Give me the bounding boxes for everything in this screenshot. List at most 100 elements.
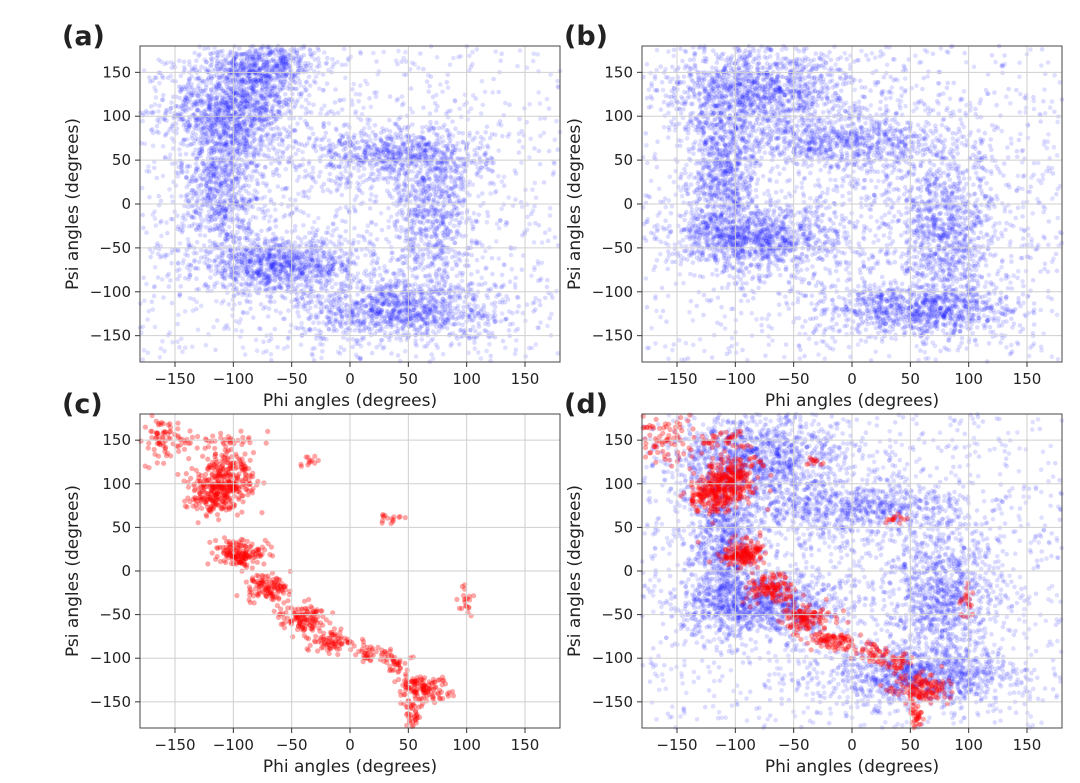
point-blue: [298, 46, 303, 51]
point-blue: [197, 260, 202, 265]
point-blue: [271, 109, 276, 114]
point-blue: [304, 98, 309, 103]
point-blue: [472, 303, 477, 308]
point-blue: [453, 126, 458, 131]
point-blue: [319, 245, 324, 250]
point-blue: [152, 166, 157, 171]
point-blue: [185, 248, 190, 253]
point-blue: [413, 199, 418, 204]
point-blue: [468, 328, 473, 333]
point-blue: [384, 135, 389, 140]
point-blue: [157, 104, 162, 109]
point-blue: [298, 60, 303, 65]
point-blue: [274, 218, 279, 223]
point-blue: [420, 215, 425, 220]
point-blue: [445, 80, 450, 85]
point-blue: [222, 201, 227, 206]
point-blue: [218, 59, 223, 64]
point-blue: [266, 45, 271, 50]
point-blue: [419, 152, 424, 157]
point-blue: [196, 266, 201, 271]
point-blue: [389, 351, 394, 356]
point-blue: [223, 58, 228, 63]
point-blue: [177, 267, 182, 272]
point-blue: [241, 186, 246, 191]
point-blue: [429, 235, 434, 240]
point-blue: [455, 231, 460, 236]
point-blue: [442, 180, 447, 185]
point-blue: [206, 115, 211, 120]
point-blue: [315, 46, 320, 51]
point-blue: [402, 142, 407, 147]
point-blue: [282, 275, 287, 280]
point-blue: [168, 278, 173, 283]
point-blue: [339, 160, 344, 165]
point-blue: [386, 225, 391, 230]
point-blue: [207, 148, 212, 153]
point-blue: [375, 237, 380, 242]
point-blue: [242, 197, 247, 202]
point-blue: [285, 229, 290, 234]
point-blue: [293, 129, 298, 134]
point-blue: [421, 253, 426, 258]
point-blue: [293, 224, 298, 229]
point-blue: [198, 174, 203, 179]
point-blue: [295, 98, 300, 103]
point-blue: [483, 130, 488, 135]
point-blue: [470, 253, 475, 258]
point-blue: [147, 75, 152, 80]
point-blue: [275, 102, 280, 107]
point-blue: [295, 122, 300, 127]
point-blue: [242, 66, 247, 71]
point-blue: [418, 227, 423, 232]
point-blue: [235, 213, 240, 218]
point-blue: [537, 149, 542, 154]
point-blue: [199, 255, 204, 260]
point-blue: [286, 248, 291, 253]
point-blue: [430, 168, 435, 173]
point-blue: [206, 160, 211, 165]
point-blue: [409, 192, 414, 197]
point-blue: [194, 59, 199, 64]
point-blue: [420, 337, 425, 342]
point-blue: [208, 275, 213, 280]
point-blue: [149, 104, 154, 109]
point-blue: [317, 174, 322, 179]
point-blue: [169, 106, 174, 111]
point-blue: [344, 156, 349, 161]
point-blue: [249, 124, 254, 129]
point-blue: [268, 254, 273, 259]
point-blue: [175, 213, 180, 218]
point-blue: [157, 194, 162, 199]
point-blue: [434, 280, 439, 285]
point-blue: [434, 234, 439, 239]
point-blue: [311, 260, 316, 265]
point-blue: [240, 292, 245, 297]
point-blue: [195, 118, 200, 123]
point-blue: [154, 75, 159, 80]
point-blue: [272, 242, 277, 247]
point-blue: [300, 163, 305, 168]
point-blue: [356, 168, 361, 173]
point-blue: [480, 191, 485, 196]
point-blue: [462, 300, 467, 305]
point-blue: [244, 249, 249, 254]
point-blue: [206, 98, 211, 103]
point-blue: [430, 160, 435, 165]
point-blue: [389, 138, 394, 143]
point-blue: [259, 229, 264, 234]
point-blue: [387, 118, 392, 123]
point-blue: [230, 79, 235, 84]
point-blue: [220, 208, 225, 213]
point-blue: [253, 137, 258, 142]
point-blue: [293, 241, 298, 246]
point-blue: [204, 119, 209, 124]
point-blue: [367, 134, 372, 139]
point-blue: [305, 249, 310, 254]
point-blue: [460, 140, 465, 145]
point-blue: [258, 127, 263, 132]
point-blue: [477, 155, 482, 160]
point-blue: [371, 130, 376, 135]
point-blue: [250, 54, 255, 59]
point-blue: [517, 150, 522, 155]
